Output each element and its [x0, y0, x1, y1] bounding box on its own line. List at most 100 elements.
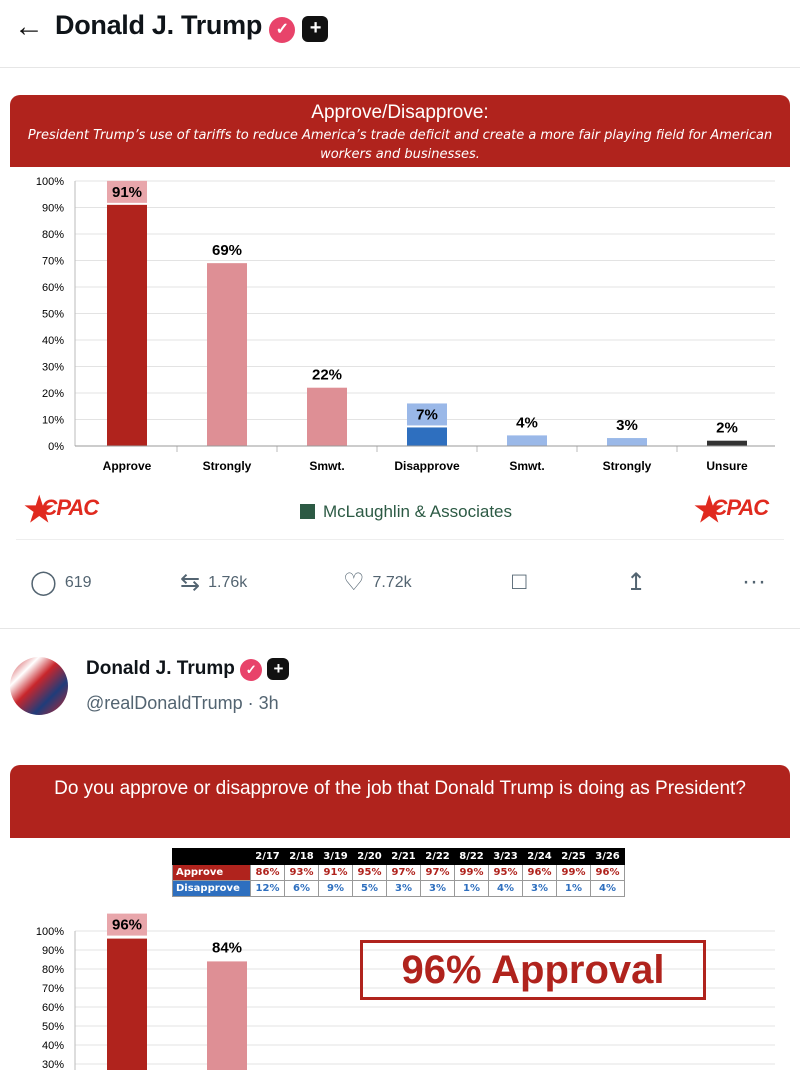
more-icon: ···: [742, 568, 766, 595]
bar: [207, 961, 247, 1070]
table-row-label: Disapprove: [172, 880, 251, 897]
y-tick-label: 50%: [42, 1021, 64, 1033]
y-tick-label: 40%: [42, 1040, 64, 1052]
reply-button[interactable]: ◯ 619: [30, 568, 92, 597]
table-row-label: Approve: [172, 864, 251, 881]
x-category-label: Strongly: [203, 459, 252, 473]
table-date-header: 8/22: [454, 848, 489, 865]
share-icon: ↥: [626, 569, 647, 596]
bar: [607, 438, 647, 446]
mclaughlin-logo-icon: [300, 504, 315, 519]
table-cell: 97%: [386, 864, 421, 881]
table-cell: 95%: [352, 864, 387, 881]
divider: [0, 628, 800, 629]
repost-count: 1.76k: [208, 573, 248, 591]
bar: [507, 435, 547, 446]
author-name: Donald J. Trump: [86, 658, 235, 679]
back-arrow-icon[interactable]: ←: [14, 10, 44, 43]
post-actions: ◯ 619 ⇆ 1.76k ♡ 7.72k □ ↥ ···: [0, 568, 800, 600]
like-button[interactable]: ♡ 7.72k: [343, 568, 412, 597]
chart1-banner: Approve/Disapprove: President Trump’s us…: [10, 95, 790, 167]
table-cell: 97%: [420, 864, 455, 881]
table-date-header: 3/26: [590, 848, 625, 865]
verified-badge-icon: ✓: [240, 659, 263, 681]
reply-icon: ◯: [30, 569, 57, 596]
cpac-text-right: CPAC: [711, 495, 769, 520]
bookmark-button[interactable]: □: [512, 568, 527, 596]
table-cell: 96%: [590, 864, 625, 881]
data-label: 4%: [516, 414, 538, 431]
y-tick-label: 30%: [42, 362, 64, 374]
chart1-title: Approve/Disapprove:: [311, 102, 489, 123]
repost-button[interactable]: ⇆ 1.76k: [180, 568, 247, 597]
y-tick-label: 60%: [42, 1002, 64, 1014]
author-handle[interactable]: @realDonaldTrump · 3h: [86, 693, 279, 713]
y-tick-label: 90%: [42, 203, 64, 215]
more-button[interactable]: ···: [742, 568, 766, 596]
table-cell: 4%: [590, 880, 625, 897]
table-cell: 96%: [522, 864, 557, 881]
data-label: 69%: [212, 242, 242, 259]
cpac-logo-right: ★CPAC: [694, 491, 769, 529]
share-button[interactable]: ↥: [626, 568, 646, 597]
table-cell: 99%: [556, 864, 591, 881]
bookmark-icon: □: [512, 568, 527, 595]
y-tick-label: 100%: [36, 926, 64, 938]
table-cell: 3%: [522, 880, 557, 897]
poll-table: 2/17 2/18 3/19 2/20 2/21 2/22 8/22 3/23 2/24 2/25…: [172, 848, 625, 897]
data-label: 84%: [212, 939, 242, 956]
cpac-logo-left: ★CPAC: [24, 491, 99, 529]
table-date-header: 2/20: [352, 848, 387, 865]
data-label: 7%: [416, 406, 438, 423]
plus-badge-icon: +: [267, 658, 290, 680]
x-category-label: Smwt.: [509, 459, 544, 473]
chart2-banner: Do you approve or disapprove of the job …: [10, 765, 790, 838]
x-category-label: Disapprove: [394, 459, 460, 473]
table-cell: 6%: [284, 880, 319, 897]
post2-author[interactable]: Donald J. Trump ✓ +: [86, 658, 290, 681]
like-count: 7.72k: [372, 573, 412, 591]
table-date-header: 3/19: [318, 848, 353, 865]
table-corner: [172, 848, 251, 865]
table-cell: 91%: [318, 864, 353, 881]
approval-callout: 96% Approval: [360, 940, 706, 1000]
data-label: 3%: [616, 417, 638, 434]
plus-badge-icon[interactable]: +: [302, 16, 329, 42]
y-tick-label: 50%: [42, 309, 64, 321]
data-label-box: [107, 913, 147, 936]
chart1-subtitle: President Trump’s use of tariffs to redu…: [27, 128, 773, 162]
bar: [307, 387, 347, 446]
table-cell: 1%: [556, 880, 591, 897]
cpac-text-left: CPAC: [41, 495, 99, 520]
data-label: 96%: [112, 917, 142, 934]
table-date-header: 2/17: [250, 848, 285, 865]
x-category-label: Smwt.: [309, 459, 344, 473]
table-date-header: 2/22: [420, 848, 455, 865]
title-text: Donald J. Trump: [55, 10, 263, 40]
y-tick-label: 90%: [42, 945, 64, 957]
y-tick-label: 60%: [42, 282, 64, 294]
x-category-label: Unsure: [706, 459, 748, 473]
y-tick-label: 70%: [42, 256, 64, 268]
mclaughlin-logo: McLaughlin & Associates: [300, 502, 512, 522]
avatar[interactable]: [10, 657, 68, 715]
repost-icon: ⇆: [180, 569, 201, 596]
verified-badge-icon[interactable]: ✓: [269, 17, 296, 43]
table-date-header: 3/23: [488, 848, 523, 865]
chart1: 0% 10% 20% 30% 40% 50% 60% 70% 80% 90% 100% 91% Appr…: [36, 176, 775, 473]
bar: [107, 938, 147, 1070]
mclaughlin-text: McLaughlin & Associates: [323, 502, 512, 521]
y-tick-label: 80%: [42, 229, 64, 241]
bar: [107, 204, 147, 446]
table-cell: 86%: [250, 864, 285, 881]
table-cell: 95%: [488, 864, 523, 881]
chart2: 30% 40% 50% 60% 70% 80% 90% 100% 96% 84%: [36, 913, 775, 1070]
table-cell: 1%: [454, 880, 489, 897]
y-tick-label: 70%: [42, 983, 64, 995]
y-tick-label: 80%: [42, 964, 64, 976]
data-label: 2%: [716, 420, 738, 437]
data-label-box: [107, 180, 147, 203]
table-cell: 5%: [352, 880, 387, 897]
table-cell: 3%: [420, 880, 455, 897]
table-cell: 93%: [284, 864, 319, 881]
